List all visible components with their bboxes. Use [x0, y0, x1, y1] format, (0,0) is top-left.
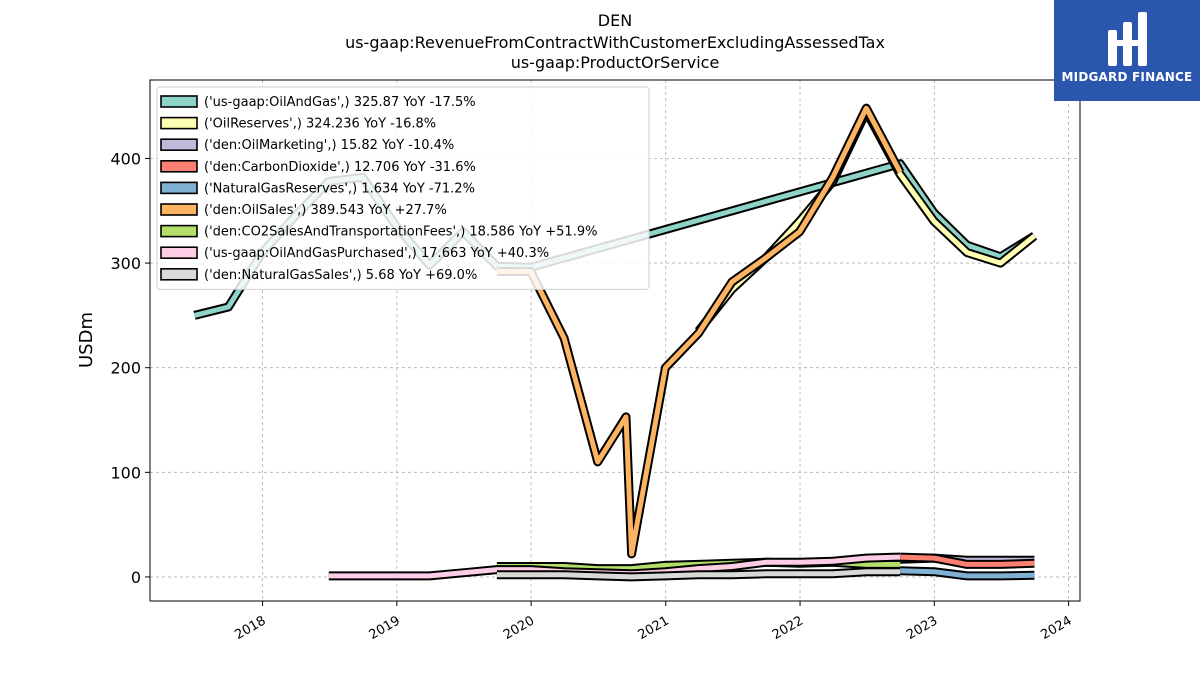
- series-4: [899, 566, 1035, 581]
- legend-swatch: [160, 203, 198, 216]
- legend-label: ('us-gaap:OilAndGas',) 325.87 YoY -17.5%: [204, 95, 476, 110]
- x-tick-label: 2021: [636, 613, 672, 643]
- chart-title: DEN: [597, 11, 633, 30]
- y-tick-label: 0: [131, 568, 141, 587]
- y-axis-label: USDm: [76, 312, 97, 368]
- chart-subtitle-2: us-gaap:ProductOrService: [510, 53, 720, 72]
- legend-label: ('den:CarbonDioxide',) 12.706 YoY -31.6%: [204, 160, 476, 175]
- legend: ('us-gaap:OilAndGas',) 325.87 YoY -17.5%…: [156, 86, 650, 290]
- legend-swatch: [160, 138, 198, 151]
- series-line-outline: [694, 106, 1038, 334]
- brand-logo: MIDGARD FINANCE: [1054, 0, 1200, 101]
- x-tick-label: 2018: [232, 613, 268, 643]
- legend-label: ('NaturalGasReserves',) 1.634 YoY -71.2%: [204, 181, 475, 196]
- legend-label: ('den:NaturalGasSales',) 5.68 YoY +69.0%: [204, 268, 477, 283]
- legend-label: ('den:OilSales',) 389.543 YoY +27.7%: [204, 203, 447, 218]
- legend-swatch: [160, 116, 198, 130]
- x-tick-label: 2023: [904, 613, 940, 643]
- series-line: [900, 554, 1035, 567]
- series-line: [496, 105, 903, 557]
- y-tick-label: 300: [110, 254, 141, 273]
- series-1: [694, 106, 1038, 334]
- legend-swatch: [160, 224, 198, 238]
- legend-label: ('us-gaap:OilAndGasPurchased',) 17.663 Y…: [204, 246, 549, 261]
- legend-swatch: [160, 181, 198, 195]
- legend-box: [156, 86, 650, 290]
- legend-label: ('den:OilMarketing',) 15.82 YoY -10.4%: [204, 138, 454, 153]
- legend-label: ('OilReserves',) 324.236 YoY -16.8%: [204, 117, 436, 132]
- x-tick-label: 2022: [770, 613, 806, 643]
- series-line: [696, 108, 1036, 333]
- plot-frame: [149, 79, 1081, 602]
- legend-label: ('den:CO2SalesAndTransportationFees',) 1…: [204, 225, 597, 240]
- x-tick-label: 2024: [1038, 613, 1074, 643]
- x-tick-label: 2020: [501, 613, 537, 643]
- y-tick-label: 200: [110, 359, 141, 378]
- logo-text: MIDGARD FINANCE: [1061, 70, 1193, 84]
- y-tick-label: 400: [110, 149, 141, 168]
- series-line: [900, 568, 1035, 579]
- legend-swatch: [160, 95, 198, 108]
- x-tick-label: 2019: [367, 613, 403, 643]
- y-tick-label: 100: [110, 463, 141, 482]
- legend-swatch: [160, 267, 198, 281]
- series-8: [496, 567, 901, 582]
- legend-swatch: [160, 160, 198, 173]
- series-5: [496, 103, 905, 559]
- series-line: [496, 569, 901, 580]
- chart-subtitle: us-gaap:RevenueFromContractWithCustomerE…: [345, 33, 885, 52]
- logo-mark-icon: [1108, 12, 1147, 66]
- legend-swatch: [160, 246, 198, 259]
- series-3: [899, 552, 1035, 569]
